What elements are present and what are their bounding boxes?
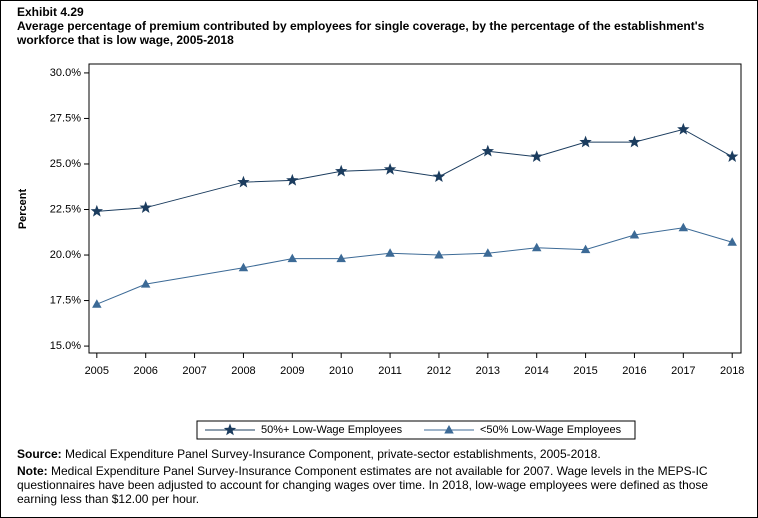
y-axis-label: Percent (17, 188, 29, 229)
x-tick-label: 2006 (133, 365, 157, 377)
marker (383, 162, 397, 175)
marker (629, 229, 640, 239)
marker (434, 250, 444, 259)
marker (579, 135, 592, 148)
marker (287, 253, 298, 263)
plot-frame (88, 63, 742, 354)
marker (531, 242, 542, 252)
y-tick-label: 30.0% (50, 67, 81, 79)
source-text: Medical Expenditure Panel Survey-Insuran… (65, 447, 601, 461)
x-tick-label: 2008 (231, 365, 255, 377)
x-tick-label: 2011 (378, 365, 402, 377)
marker (677, 122, 690, 135)
x-tick-label: 2014 (524, 365, 548, 377)
x-tick-label: 2016 (622, 365, 646, 377)
marker (335, 164, 348, 177)
y-tick-label: 20.0% (50, 249, 81, 261)
marker (727, 237, 737, 246)
marker (90, 204, 103, 217)
marker (336, 253, 346, 263)
legend-label: 50%+ Low-Wage Employees (261, 424, 403, 436)
legend-marker (223, 423, 237, 436)
legend-label: <50% Low-Wage Employees (480, 424, 622, 436)
x-tick-label: 2005 (85, 365, 109, 377)
y-tick-label: 27.5% (50, 112, 81, 124)
x-tick-label: 2018 (720, 365, 744, 377)
marker (628, 135, 641, 148)
y-tick-label: 15.0% (50, 340, 81, 352)
marker (92, 299, 102, 308)
source: Source: Medical Expenditure Panel Survey… (17, 447, 737, 461)
x-tick-label: 2010 (329, 365, 353, 377)
source-label: Source: (17, 447, 62, 461)
marker (481, 144, 495, 157)
marker (237, 175, 250, 188)
series-line (96, 227, 733, 305)
x-tick-label: 2009 (280, 365, 304, 377)
y-tick-label: 25.0% (50, 158, 81, 170)
marker (432, 170, 446, 182)
marker (530, 150, 543, 162)
x-tick-label: 2007 (182, 365, 206, 377)
marker (726, 150, 739, 162)
marker (139, 201, 152, 213)
exhibit-label: Exhibit 4.29 (17, 5, 84, 19)
note-text: Medical Expenditure Panel Survey-Insuran… (17, 464, 709, 506)
marker (580, 244, 591, 254)
marker (385, 248, 395, 257)
x-tick-label: 2017 (671, 365, 695, 377)
legend-frame (196, 420, 636, 440)
chart-title: Average percentage of premium contribute… (17, 19, 705, 47)
marker (140, 279, 151, 288)
marker (238, 262, 249, 272)
marker (483, 248, 493, 257)
x-tick-label: 2012 (427, 365, 451, 377)
legend-marker (444, 425, 454, 434)
note: Note: Medical Expenditure Panel Survey-I… (17, 464, 737, 506)
x-tick-label: 2013 (476, 365, 500, 377)
marker (678, 222, 689, 232)
note-label: Note: (17, 464, 48, 478)
y-tick-label: 22.5% (50, 203, 81, 215)
marker (286, 173, 299, 186)
y-tick-label: 17.5% (50, 294, 81, 306)
x-tick-label: 2015 (573, 365, 597, 377)
